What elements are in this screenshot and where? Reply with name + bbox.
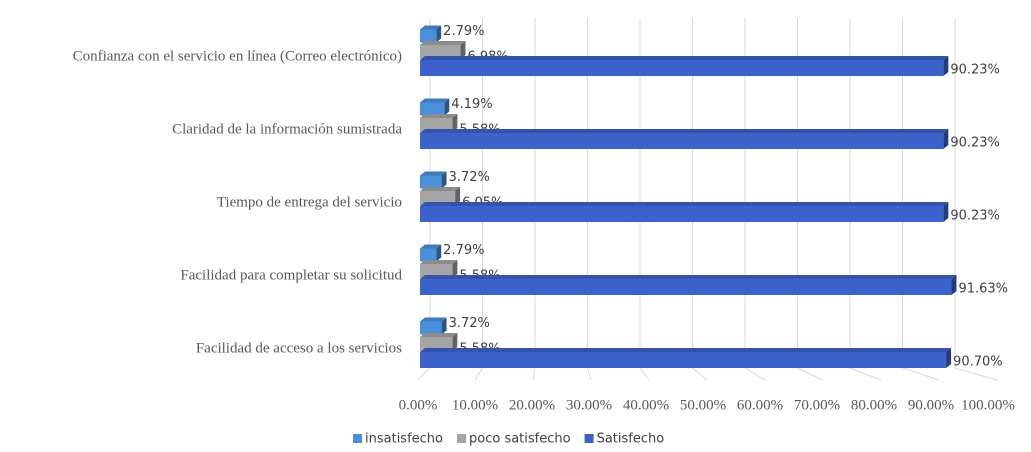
x-tick-label: 30.00% — [566, 397, 612, 413]
bar-top — [420, 129, 949, 133]
grid-floor — [744, 367, 766, 381]
category-label: Claridad de la información sumistrada — [172, 121, 402, 137]
value-label: 90.70% — [953, 355, 1003, 370]
legend-label: poco satisfecho — [469, 432, 571, 447]
value-label: 2.79% — [443, 243, 484, 258]
bar — [420, 279, 952, 295]
grid-floor — [474, 367, 483, 381]
bar-top — [420, 98, 450, 103]
value-label: 3.72% — [449, 316, 490, 331]
bar-side — [452, 333, 458, 351]
grid-floor — [954, 367, 998, 381]
grid-floor — [532, 367, 536, 381]
bar-side — [951, 275, 957, 295]
bar — [420, 264, 453, 278]
x-tick-label: 60.00% — [737, 397, 783, 413]
bar — [420, 45, 461, 59]
x-tick-label: 40.00% — [623, 397, 669, 413]
x-tick-label: 90.00% — [908, 397, 954, 413]
x-tick-label: 10.00% — [452, 397, 498, 413]
bar-top — [420, 275, 957, 279]
bar-side — [441, 317, 447, 335]
legend-label: Satisfecho — [597, 432, 665, 447]
value-label: 3.72% — [449, 170, 490, 185]
bar — [420, 248, 437, 262]
bar-top — [420, 171, 447, 176]
bar — [420, 206, 944, 222]
category-label: Tiempo de entrega del servicio — [217, 194, 402, 210]
bar-side — [436, 244, 442, 262]
grid-floor — [902, 367, 940, 381]
value-label: 91.63% — [958, 282, 1008, 297]
grid-floor — [639, 367, 650, 381]
bar-side — [452, 260, 458, 278]
value-label: 90.23% — [950, 136, 1000, 151]
bar — [420, 60, 944, 76]
bar-top — [420, 114, 458, 118]
bar-top — [420, 333, 458, 337]
bar-side — [460, 41, 466, 59]
bar — [420, 118, 453, 132]
x-tick-label: 0.00% — [399, 397, 438, 413]
bar-side — [436, 25, 442, 43]
bar-top — [420, 260, 458, 264]
bar-top — [420, 317, 447, 322]
x-tick-label: 70.00% — [794, 397, 840, 413]
bar-top — [420, 25, 442, 30]
bar-side — [455, 187, 461, 205]
bar — [420, 321, 442, 335]
bar-top — [420, 56, 949, 60]
value-label: 2.79% — [443, 24, 484, 39]
category-label: Facilidad para completar su solicitud — [180, 267, 402, 283]
value-label: 4.19% — [451, 97, 492, 112]
x-tick-label: 50.00% — [680, 397, 726, 413]
x-tick-label: 100.00% — [961, 397, 1015, 413]
category-label: Facilidad de acceso a los servicios — [196, 340, 402, 356]
bar-top — [420, 41, 466, 45]
value-label: 90.23% — [950, 209, 1000, 224]
category-label: Confianza con el servicio en línea (Corr… — [73, 48, 402, 64]
bar — [420, 133, 944, 149]
grid-floor — [416, 367, 431, 381]
bar — [420, 102, 445, 116]
bar-side — [943, 56, 949, 76]
grid-floor — [692, 367, 708, 381]
bar-top — [420, 187, 461, 191]
bar-side — [444, 98, 450, 116]
bar-side — [452, 114, 458, 132]
bar — [420, 352, 947, 368]
bar — [420, 191, 456, 205]
bar-side — [943, 129, 949, 149]
legend-label: insatisfecho — [365, 432, 443, 447]
bar-side — [943, 202, 949, 222]
legend-swatch — [584, 434, 594, 443]
x-tick-label: 20.00% — [509, 397, 555, 413]
bar-top — [420, 244, 442, 249]
bar-side — [946, 348, 952, 368]
legend-swatch — [457, 434, 466, 443]
grid-floor — [849, 367, 882, 381]
bar-side — [441, 171, 447, 189]
bar — [420, 175, 442, 189]
legend-swatch — [353, 434, 362, 443]
bar — [420, 337, 453, 351]
bar-top — [420, 348, 952, 352]
value-label: 90.23% — [950, 63, 1000, 78]
grid-floor — [797, 367, 824, 381]
bar — [420, 29, 437, 43]
bar-top — [420, 202, 949, 206]
grid-floor — [587, 367, 592, 381]
x-tick-label: 80.00% — [851, 397, 897, 413]
